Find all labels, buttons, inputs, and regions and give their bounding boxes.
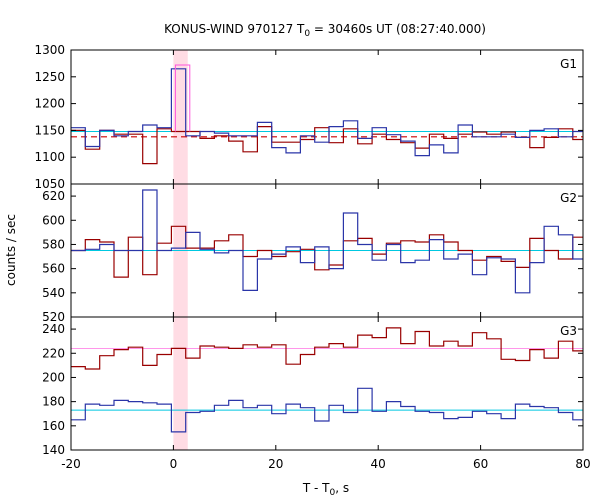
y-tick-label: 200 <box>42 370 65 384</box>
chart-title: KONUS-WIND 970127 T0 = 30460s UT (08:27:… <box>164 22 486 39</box>
trigger-peak-outline <box>174 64 191 132</box>
y-tick-label: 1200 <box>34 97 65 111</box>
panel-label: G2 <box>560 191 577 205</box>
y-tick-label: 240 <box>42 322 65 336</box>
series-blue-histogram <box>71 189 583 294</box>
panel-label: G1 <box>560 57 577 71</box>
y-tick-label: 1150 <box>34 123 65 137</box>
panel-g1: 1050 1100 1150 1200 1250 1300 G1 <box>34 43 584 191</box>
series-red-histogram <box>71 225 583 278</box>
plot-layer: 1050 1100 1150 1200 1250 1300 G1 520 540 560 580 60… <box>34 43 590 471</box>
panel-g3: 140 160 180 200 220 240 G3 <box>42 316 584 457</box>
x-tick-label: 20 <box>268 457 283 471</box>
panel-label: G3 <box>560 324 577 338</box>
y-tick-label: 1250 <box>34 70 65 84</box>
y-tick-label: 540 <box>42 286 65 300</box>
y-tick-label: 1100 <box>34 150 65 164</box>
x-tick-label: 40 <box>371 457 386 471</box>
x-tick-label: 60 <box>473 457 488 471</box>
y-tick-label: 580 <box>42 237 65 251</box>
y-tick-label: 160 <box>42 419 65 433</box>
series-red-histogram <box>71 327 583 370</box>
y-axis-label: counts / sec <box>4 214 18 286</box>
y-tick-label: 520 <box>42 310 65 324</box>
y-tick-label: 620 <box>42 189 65 203</box>
x-tick-label: -20 <box>61 457 81 471</box>
y-tick-label: 560 <box>42 262 65 276</box>
y-tick-label: 180 <box>42 395 65 409</box>
panel-frame <box>70 316 584 451</box>
y-tick-label: 600 <box>42 213 65 227</box>
x-tick-label: 0 <box>170 457 178 471</box>
y-tick-label: 1050 <box>34 177 65 191</box>
series-blue-histogram <box>71 68 583 157</box>
panel-g2: 520 540 560 580 600 620 G2 <box>42 183 584 324</box>
y-tick-label: 140 <box>42 443 65 457</box>
x-tick-label: 80 <box>575 457 590 471</box>
y-tick-label: 1300 <box>34 43 65 57</box>
x-axis-label: T - T0, s <box>302 481 349 498</box>
series-blue-histogram <box>71 387 583 433</box>
series-red-histogram <box>71 126 583 165</box>
y-tick-label: 220 <box>42 346 65 360</box>
